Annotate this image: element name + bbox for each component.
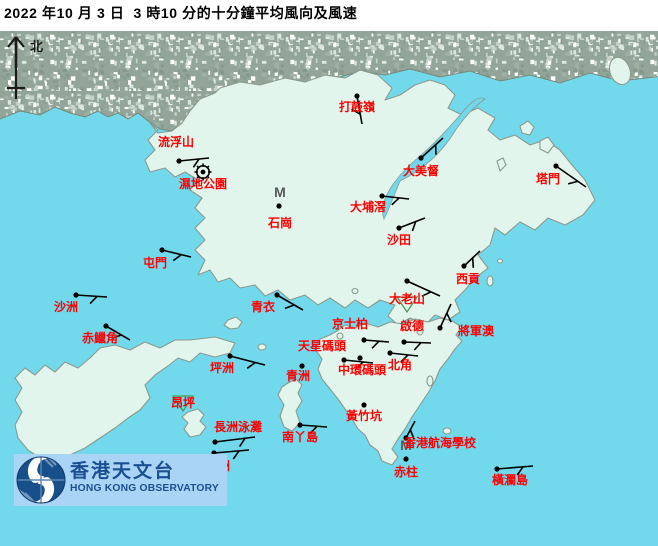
svg-text:石崗: 石崗 — [267, 215, 292, 230]
svg-text:香港航海學校: 香港航海學校 — [403, 435, 477, 450]
svg-text:南丫島: 南丫島 — [282, 429, 318, 444]
svg-text:流浮山: 流浮山 — [158, 134, 194, 149]
svg-text:赤鱲角: 赤鱲角 — [82, 330, 118, 345]
svg-text:北角: 北角 — [388, 357, 412, 372]
svg-text:沙洲: 沙洲 — [54, 300, 78, 314]
svg-text:坪洲: 坪洲 — [210, 361, 234, 375]
svg-text:橫瀾島: 橫瀾島 — [492, 472, 528, 487]
svg-text:塔門: 塔門 — [536, 171, 560, 186]
svg-text:M: M — [274, 184, 286, 200]
svg-text:西貢: 西貢 — [456, 272, 480, 286]
svg-text:沙田: 沙田 — [387, 233, 411, 247]
svg-text:黃竹坑: 黃竹坑 — [345, 408, 382, 423]
svg-text:大美督: 大美督 — [403, 163, 439, 178]
svg-text:京士柏: 京士柏 — [332, 316, 368, 331]
svg-text:屯門: 屯門 — [143, 255, 167, 270]
svg-text:北: 北 — [30, 39, 43, 54]
svg-text:大埔滘: 大埔滘 — [350, 199, 386, 214]
svg-text:濕地公園: 濕地公園 — [179, 176, 227, 191]
svg-text:昂坪: 昂坪 — [171, 396, 195, 410]
svg-text:大老山: 大老山 — [389, 291, 425, 306]
svg-text:赤柱: 赤柱 — [394, 464, 418, 479]
svg-text:青衣: 青衣 — [251, 299, 275, 314]
svg-text:長洲泳灘: 長洲泳灘 — [214, 419, 262, 434]
svg-text:打鼓嶺: 打鼓嶺 — [339, 99, 376, 114]
svg-text:青洲: 青洲 — [286, 368, 310, 383]
svg-text:中環碼頭: 中環碼頭 — [338, 362, 387, 377]
svg-text:啟德: 啟德 — [400, 318, 424, 333]
svg-text:天星碼頭: 天星碼頭 — [298, 338, 347, 353]
svg-text:將軍澳: 將軍澳 — [458, 323, 495, 338]
